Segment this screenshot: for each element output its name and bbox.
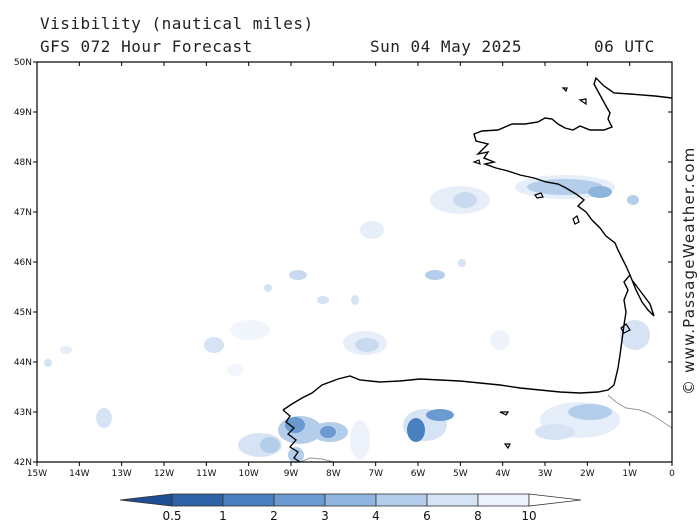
island-belle-ile — [534, 192, 544, 199]
x-axis-ticks: 15W 14W 13W 12W 11W 10W 9W 8W 7W 6W 5W 4W 3W 2W 1W 0 — [27, 62, 675, 479]
vis-patch — [260, 437, 280, 453]
vis-patch — [264, 284, 272, 292]
x-tick-label: 7W — [368, 469, 383, 479]
map-frame — [36, 61, 673, 463]
legend-label: 4 — [372, 509, 380, 523]
x-tick-label: 5W — [453, 469, 468, 479]
y-tick-label: 48N — [14, 158, 32, 168]
chart-title: Visibility (nautical miles) — [40, 14, 314, 33]
x-tick-label: 6W — [411, 469, 426, 479]
forecast-date: Sun 04 May 2025 — [370, 37, 522, 56]
vis-patch — [490, 330, 510, 350]
vis-patch — [96, 408, 112, 428]
vis-patch — [351, 295, 359, 305]
legend-swatch — [171, 493, 224, 507]
island-channel — [578, 98, 587, 106]
vis-patch — [350, 420, 370, 460]
legend-swatch — [222, 493, 275, 507]
vis-patch — [227, 364, 243, 376]
vis-patch — [230, 320, 270, 340]
vis-patch — [426, 409, 454, 421]
forecast-model: GFS 072 Hour Forecast — [40, 37, 253, 56]
legend-swatch — [273, 493, 326, 507]
legend-swatch — [426, 493, 479, 507]
legend-swatch-min — [119, 493, 173, 507]
vis-patch — [355, 338, 379, 352]
vis-patch — [407, 418, 425, 442]
x-tick-label: 12W — [154, 469, 174, 479]
vis-patch — [317, 296, 329, 304]
coastline-france — [282, 76, 673, 411]
vis-patch — [204, 337, 224, 353]
vis-patch — [588, 186, 612, 198]
coastline-oleron — [620, 323, 631, 334]
x-tick-label: 8W — [326, 469, 341, 479]
vis-patch — [535, 424, 575, 440]
x-tick-label: 10W — [238, 469, 258, 479]
y-tick-label: 49N — [14, 108, 32, 118]
island-spain-2 — [503, 443, 511, 450]
x-tick-label: 13W — [111, 469, 131, 479]
y-tick-label: 50N — [14, 58, 32, 68]
x-tick-label: 3W — [538, 469, 553, 479]
vis-patch — [458, 259, 466, 267]
vis-patch — [44, 359, 52, 367]
vis-patch — [285, 417, 305, 433]
legend-label: 6 — [423, 509, 431, 523]
legend-swatch-max — [528, 493, 582, 507]
vis-patch — [620, 320, 650, 350]
legend-swatch — [477, 493, 530, 507]
island-channel-2 — [561, 87, 568, 93]
y-tick-label: 42N — [14, 458, 32, 468]
y-tick-label: 44N — [14, 358, 32, 368]
legend-label: 2 — [270, 509, 278, 523]
vis-patch — [60, 346, 72, 354]
vis-patch — [289, 270, 307, 280]
forecast-time: 06 UTC — [594, 37, 655, 56]
y-tick-label: 45N — [14, 308, 32, 318]
legend-swatch — [324, 493, 377, 507]
x-tick-label: 14W — [69, 469, 89, 479]
credit-text: © www.PassageWeather.com — [680, 146, 698, 395]
border-france-spain — [607, 394, 673, 429]
visibility-shading — [44, 175, 650, 463]
coastline-gironde — [629, 274, 655, 317]
vis-patch — [453, 192, 477, 208]
island-noirmoutier — [572, 215, 580, 225]
legend-label: 10 — [521, 509, 536, 523]
legend-colorbar: 0.5 1 2 3 4 6 8 10 — [119, 493, 582, 523]
vis-patch — [425, 270, 445, 280]
y-tick-label: 46N — [14, 258, 32, 268]
x-tick-label: 4W — [495, 469, 510, 479]
legend-label: 0.5 — [162, 509, 181, 523]
legend-swatch — [375, 493, 428, 507]
x-tick-label: 9W — [284, 469, 299, 479]
x-tick-label: 0 — [669, 469, 675, 479]
island-ouessant — [472, 159, 481, 165]
x-tick-label: 2W — [580, 469, 595, 479]
vis-patch — [627, 195, 639, 205]
x-tick-label: 11W — [196, 469, 216, 479]
y-axis-ticks: 42N 43N 44N 45N 46N 47N 48N 49N 50N — [14, 58, 672, 468]
border-spain-portugal — [299, 457, 335, 463]
vis-patch — [320, 426, 336, 438]
x-tick-label: 1W — [622, 469, 637, 479]
legend-label: 3 — [321, 509, 329, 523]
island-spain — [499, 411, 510, 416]
legend-label: 8 — [474, 509, 482, 523]
coastline-galicia — [282, 409, 301, 463]
x-tick-label: 15W — [27, 469, 47, 479]
legend-label: 1 — [219, 509, 227, 523]
vis-patch — [568, 404, 612, 420]
y-tick-label: 43N — [14, 408, 32, 418]
y-tick-label: 47N — [14, 208, 32, 218]
vis-patch — [360, 221, 384, 239]
